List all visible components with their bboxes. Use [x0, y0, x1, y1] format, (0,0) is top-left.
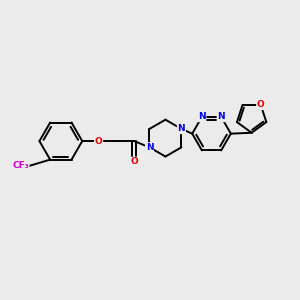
Text: N: N [178, 124, 185, 134]
Text: CF₃: CF₃ [12, 161, 29, 170]
Text: N: N [218, 112, 225, 122]
Text: O: O [95, 136, 103, 146]
Text: O: O [257, 100, 265, 109]
Text: O: O [130, 158, 138, 166]
Text: N: N [146, 143, 153, 152]
Text: N: N [198, 112, 206, 122]
